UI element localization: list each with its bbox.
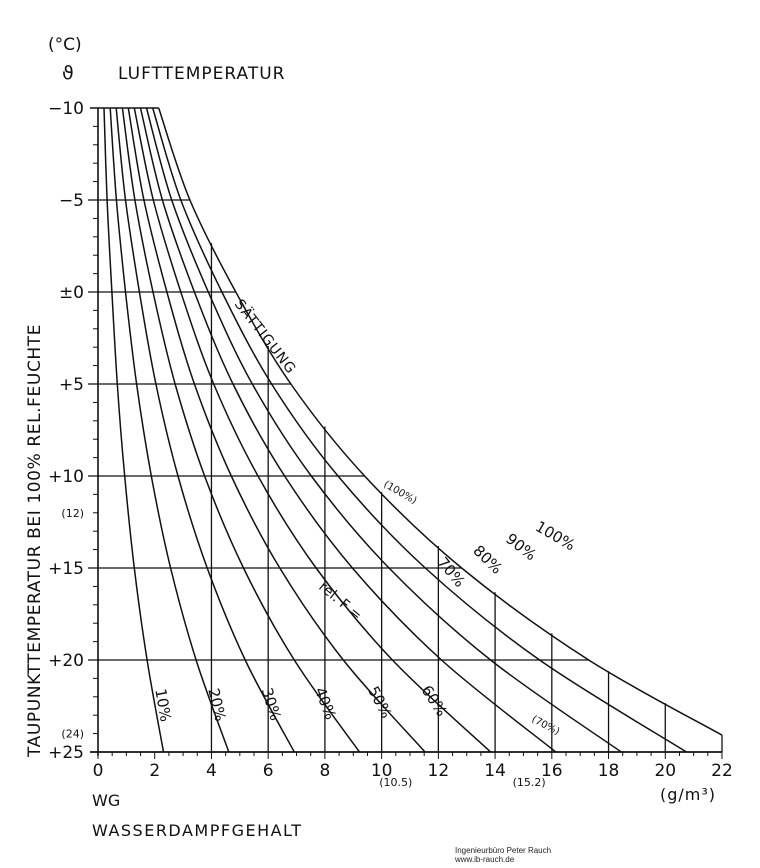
curve-label-90-percent: 90% [502, 530, 539, 565]
y-tick-label-1: −5 [59, 191, 84, 211]
paren-100-percent-label: (100%) [382, 479, 419, 507]
x-tick-label-1: 2 [149, 761, 160, 781]
footer-credit: Ingenieurbüro Peter Rauch www.ib-rauch.d… [455, 846, 551, 864]
curve-label-40-percent: 40% [311, 685, 340, 723]
curve-70-percent [139, 107, 557, 753]
x-extra-label-0: (10.5) [379, 776, 412, 789]
x-tick-label-8: 16 [541, 761, 563, 781]
paren-70-percent-label: (70%) [530, 714, 562, 738]
x-extra-label-1: (15.2) [513, 776, 546, 789]
curve-90-percent [151, 107, 687, 753]
curve-30-percent [115, 107, 295, 753]
curve-label-80-percent: 80% [469, 542, 505, 578]
curve-label-30-percent: 30% [258, 686, 285, 723]
y-axis-title: TAUPUNKTTEMPERATUR BEI 100% REL.FEUCHTE [25, 324, 45, 758]
y-extra-label-0: (12) [61, 507, 84, 520]
x-axis-short-label: WG [92, 791, 120, 810]
y-tick-label-5: +15 [48, 559, 84, 579]
curve-label-60-percent: 60% [418, 682, 451, 720]
curve-20-percent [109, 107, 230, 753]
curve-100-percent [157, 107, 723, 736]
y-tick-label-2: ±0 [59, 283, 84, 303]
top-unit-label: (°C) [48, 35, 82, 55]
footer-website: www.ib-rauch.de [455, 855, 515, 864]
x-tick-label-9: 18 [598, 761, 620, 781]
x-tick-label-2: 4 [206, 761, 217, 781]
x-axis-title: WASSERDAMPFGEHALT [92, 821, 303, 840]
rel-humidity-label: rel. F = [315, 579, 364, 624]
curve-10-percent [103, 107, 165, 753]
tick-labels: −10 −5 ±0 +5 +10 +15 +20 +25 (12) (24) 0 2 4 6 8 10 12 14… [48, 99, 733, 789]
x-tick-label-11: 22 [711, 761, 733, 781]
humidity-curves: 10% 20% 30% 40% 50% 60%70% 80%90%100% [103, 107, 723, 753]
air-temperature-label: LUFTTEMPERATUR [118, 64, 286, 84]
x-tick-label-10: 20 [654, 761, 676, 781]
curve-40-percent [121, 107, 361, 753]
x-axis-unit: (g/m³) [660, 785, 716, 804]
y-tick-label-3: +5 [59, 375, 84, 395]
x-tick-label-3: 6 [263, 761, 274, 781]
y-tick-label-7: +25 [48, 743, 84, 763]
y-tick-label-0: −10 [48, 99, 84, 119]
x-tick-label-0: 0 [93, 761, 104, 781]
x-tick-label-7: 14 [484, 761, 506, 781]
y-extra-label-1: (24) [61, 728, 84, 741]
air-temperature-symbol: ϑ [62, 62, 74, 84]
footer-company: Ingenieurbüro Peter Rauch [455, 846, 552, 855]
curve-60-percent [133, 107, 492, 753]
x-tick-label-5: 10 [371, 761, 393, 781]
x-tick-label-6: 12 [428, 761, 450, 781]
curve-50-percent [127, 107, 426, 753]
x-tick-label-4: 8 [319, 761, 330, 781]
saturation-label: SÄTTIGUNG [231, 295, 301, 377]
curve-label-20-percent: 20% [204, 686, 229, 723]
curve-80-percent [145, 107, 622, 753]
y-tick-label-4: +10 [48, 467, 84, 487]
axes [90, 107, 723, 759]
curve-label-10-percent: 10% [151, 687, 175, 723]
grid-lines [88, 199, 723, 752]
y-tick-label-6: +20 [48, 651, 84, 671]
